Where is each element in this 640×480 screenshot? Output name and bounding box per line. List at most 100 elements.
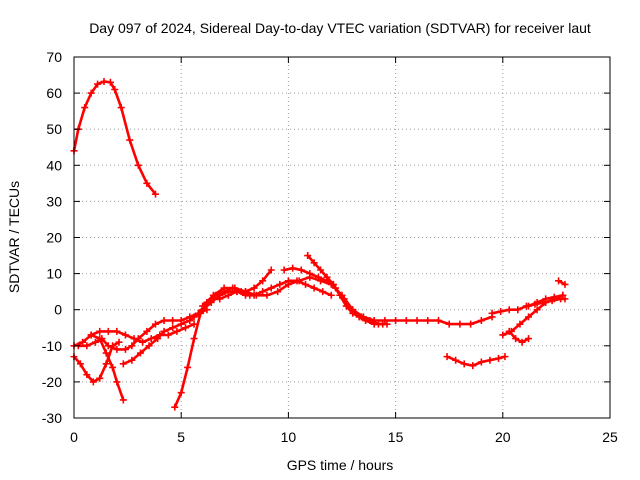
data-point [533, 298, 541, 306]
x-tick-label: 20 [495, 429, 511, 445]
series-arc-late-1 [443, 353, 509, 370]
series-arc-late-4 [505, 327, 533, 346]
data-point [295, 277, 303, 285]
series-arc-mid-4 [304, 252, 387, 328]
series-arc-low-3 [74, 306, 211, 353]
data-point [83, 371, 91, 379]
data-point [231, 284, 239, 292]
data-point [306, 270, 314, 278]
data-point [128, 342, 136, 350]
y-tick-label: 20 [46, 230, 62, 246]
data-point [147, 335, 155, 343]
data-point [177, 320, 185, 328]
x-tick-label: 15 [388, 429, 404, 445]
data-point [169, 317, 177, 325]
data-point [274, 288, 282, 296]
data-point [304, 252, 312, 260]
data-point [224, 288, 232, 296]
data-point [310, 259, 318, 267]
data-point [323, 273, 331, 281]
data-point [128, 356, 136, 364]
data-point [181, 324, 189, 332]
data-point [355, 313, 363, 321]
data-point [525, 313, 533, 321]
data-point [460, 360, 468, 368]
data-point [314, 273, 322, 281]
data-point [151, 320, 159, 328]
series-line [201, 275, 494, 326]
data-point [136, 349, 144, 357]
data-point [327, 291, 335, 299]
data-point [119, 396, 127, 404]
data-point [111, 85, 119, 93]
data-point [134, 161, 142, 169]
x-tick-label: 25 [602, 429, 618, 445]
data-point [190, 335, 198, 343]
data-point [121, 331, 129, 339]
x-tick-label: 0 [70, 429, 78, 445]
data-point [115, 338, 123, 346]
data-point [329, 280, 337, 288]
x-axis-label: GPS time / hours [287, 457, 394, 473]
data-point [443, 353, 451, 361]
data-point [98, 335, 106, 343]
data-point [186, 317, 194, 325]
series-arc-high [70, 78, 159, 198]
data-point [362, 317, 370, 325]
data-point [139, 338, 147, 346]
data-point [130, 335, 138, 343]
data-point [151, 190, 159, 198]
data-point [477, 317, 485, 325]
series-arc-mid-2 [199, 273, 496, 328]
data-point [310, 284, 318, 292]
y-tick-label: -20 [42, 374, 62, 390]
data-point [94, 80, 102, 88]
data-point [424, 317, 432, 325]
data-point [190, 320, 198, 328]
series-arc-low-1 [70, 338, 123, 386]
data-point [319, 288, 327, 296]
y-tick-label: 50 [46, 121, 62, 137]
data-point [505, 327, 513, 335]
data-point [289, 264, 297, 272]
data-point [89, 378, 97, 386]
data-point [469, 362, 477, 370]
data-point [173, 327, 181, 335]
data-point [550, 293, 558, 301]
data-point [336, 291, 344, 299]
y-axis-label: SDTVAR / TECUs [6, 181, 22, 293]
series-arc-low-4 [87, 320, 198, 346]
data-point [445, 320, 453, 328]
series-line [282, 266, 389, 326]
data-point [83, 342, 91, 350]
data-point [467, 320, 475, 328]
series-line [173, 268, 273, 409]
series-arc-mid-1 [190, 277, 335, 321]
data-point [184, 363, 192, 371]
data-point [555, 277, 563, 285]
data-point [102, 360, 110, 368]
series-arc-late-5 [525, 291, 567, 310]
data-point [488, 309, 496, 317]
data-point [119, 360, 127, 368]
y-tick-label: 30 [46, 193, 62, 209]
data-point [250, 284, 258, 292]
data-point [542, 295, 550, 303]
data-point [342, 302, 350, 310]
y-tick-label: 40 [46, 157, 62, 173]
data-point [267, 284, 275, 292]
data-point [452, 356, 460, 364]
data-point [76, 360, 84, 368]
data-point [160, 327, 168, 335]
data-point [242, 288, 250, 296]
series-line [72, 80, 157, 196]
data-point [514, 306, 522, 314]
data-point [113, 378, 121, 386]
data-point [267, 266, 275, 274]
data-point [143, 327, 151, 335]
series-arc-late-6 [555, 277, 569, 288]
data-point [370, 320, 378, 328]
data-point [486, 356, 494, 364]
data-point [216, 291, 224, 299]
